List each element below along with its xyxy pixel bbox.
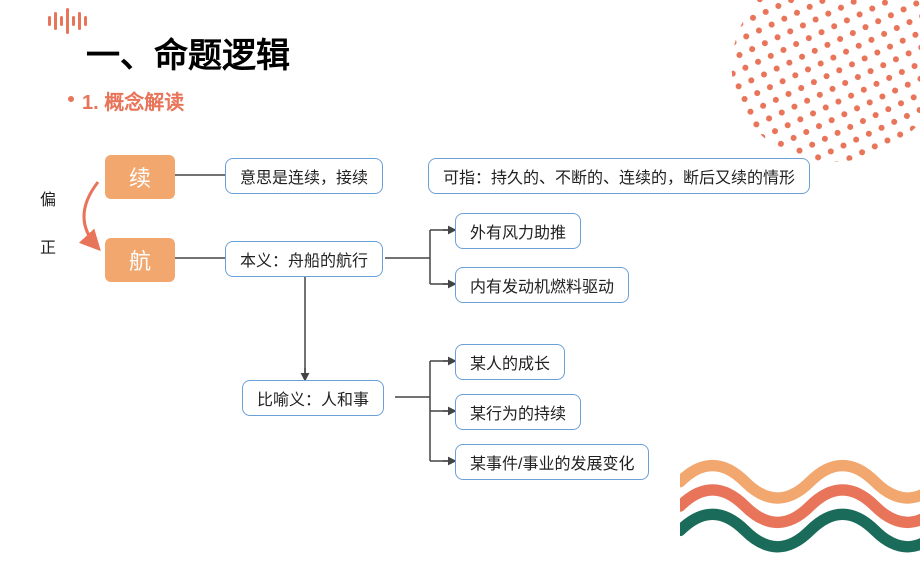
diagram-canvas: 续航 意思是连续，接续 可指：持久的、不断的、连续的，断后又续的情形本义：舟船的航行…	[0, 0, 920, 518]
node-hang: 航	[105, 238, 175, 282]
node-meta_r2: 某行为的持续	[455, 394, 581, 430]
node-meta_r1: 某人的成长	[455, 344, 565, 380]
node-meta_r3: 某事件/事业的发展变化	[455, 444, 649, 480]
node-xu_ext: 可指：持久的、不断的、连续的，断后又续的情形	[428, 158, 810, 194]
node-meta: 比喻义：人和事	[242, 380, 384, 416]
node-hang_r1: 外有风力助推	[455, 213, 581, 249]
node-xu_def: 意思是连续，接续	[225, 158, 383, 194]
node-hang_def: 本义：舟船的航行	[225, 241, 383, 277]
node-hang_r2: 内有发动机燃料驱动	[455, 267, 629, 303]
node-xu: 续	[105, 155, 175, 199]
